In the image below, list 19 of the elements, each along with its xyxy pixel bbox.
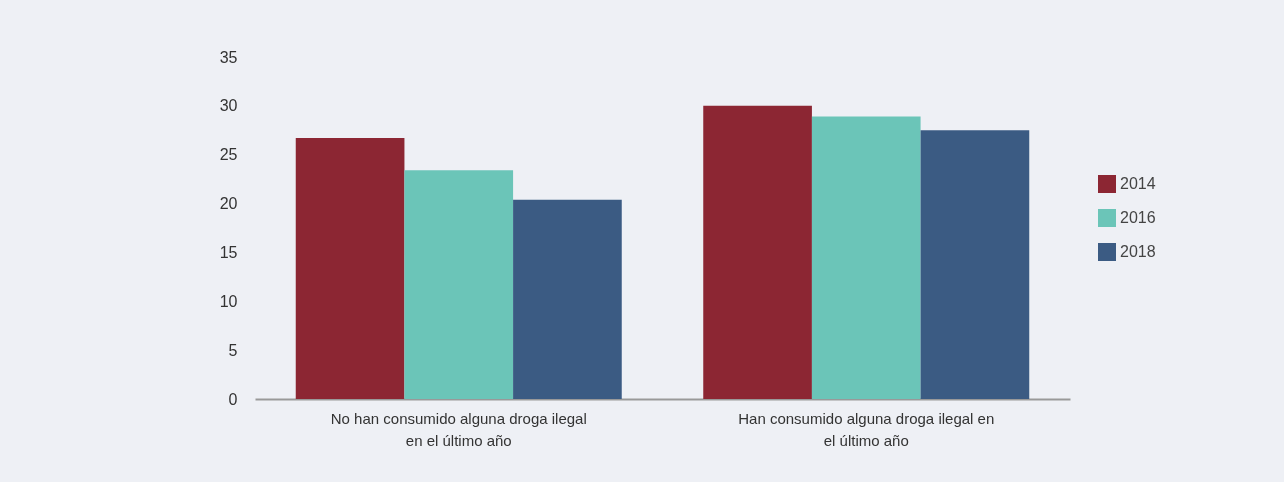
y-tick-label: 20	[219, 195, 238, 213]
bar	[811, 116, 921, 399]
bar	[920, 130, 1030, 399]
y-tick-label: 5	[228, 341, 238, 359]
legend-label: 2018	[1120, 243, 1156, 260]
y-tick-label: 10	[219, 292, 238, 310]
y-tick-label: 15	[219, 243, 238, 261]
x-tick-label: Han consumido alguna droga ilegal en el último año	[738, 409, 995, 449]
legend-label: 2014	[1120, 175, 1156, 192]
y-tick-label: 25	[219, 146, 238, 164]
y-tick-label: 35	[219, 48, 238, 66]
y-tick-label: 0	[228, 390, 238, 408]
y-tick-label: 30	[219, 97, 238, 115]
bar	[295, 138, 405, 399]
x-tick-label: No han consumido alguna droga ilegal en el último año	[330, 409, 587, 449]
bar	[404, 170, 514, 399]
bar	[513, 199, 622, 399]
legend-label: 2016	[1120, 209, 1156, 226]
bar	[703, 105, 812, 399]
